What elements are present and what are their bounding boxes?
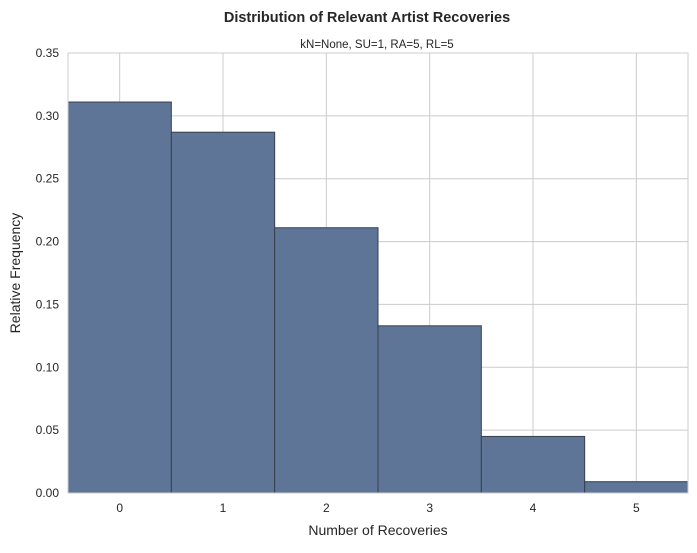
chart-title: Distribution of Relevant Artist Recoveri… xyxy=(224,10,510,26)
y-tick-label: 0.25 xyxy=(36,172,60,186)
bar-5 xyxy=(584,481,689,494)
y-tick-label: 0.00 xyxy=(36,486,60,500)
y-tick-label: 0.10 xyxy=(36,360,60,374)
y-tick-label: 0.15 xyxy=(36,297,60,311)
x-tick-label: 3 xyxy=(426,501,433,515)
y-tick-label: 0.30 xyxy=(36,109,60,123)
y-tick-label: 0.35 xyxy=(36,46,60,60)
y-tick-label: 0.05 xyxy=(36,423,60,437)
bar-1 xyxy=(170,131,276,494)
bar-4 xyxy=(480,435,586,494)
y-tick-label: 0.20 xyxy=(36,235,60,249)
bar-2 xyxy=(274,227,379,494)
plot-frame xyxy=(67,52,689,494)
bar-3 xyxy=(377,325,482,494)
x-tick-label: 0 xyxy=(116,501,123,515)
chart-subtitle: kN=None, SU=1, RA=5, RL=5 xyxy=(300,39,453,51)
x-tick-label: 2 xyxy=(323,501,330,515)
x-tick-label: 1 xyxy=(220,501,227,515)
x-tick-labels: 0 1 2 3 4 5 xyxy=(116,501,640,515)
y-tick-labels: 0.00 0.05 0.10 0.15 0.20 0.25 0.30 0.35 xyxy=(36,46,60,500)
x-axis-label: Number of Recoveries xyxy=(308,522,447,538)
bar-0 xyxy=(67,101,172,494)
x-tick-label: 5 xyxy=(633,501,640,515)
bars xyxy=(67,101,689,494)
x-tick-label: 4 xyxy=(530,501,537,515)
y-axis-label: Relative Frequency xyxy=(7,213,23,334)
